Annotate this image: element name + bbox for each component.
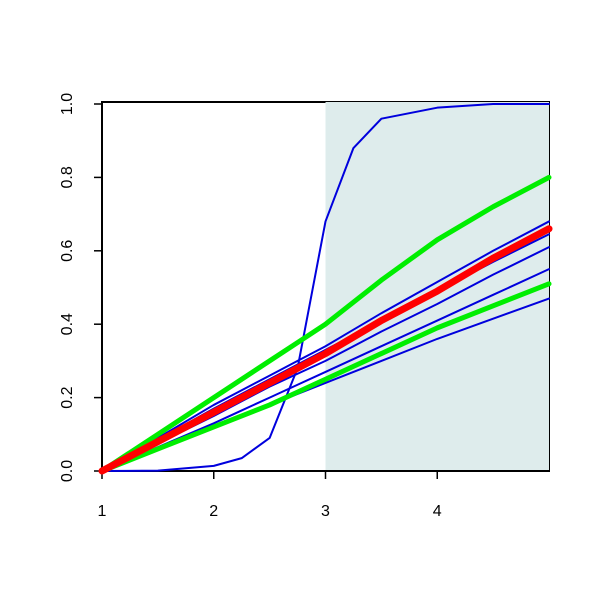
y-tick-label: 1.0 (59, 93, 76, 115)
x-tick-label: 3 (321, 503, 330, 520)
x-tick-label: 1 (98, 503, 107, 520)
x-tick-label: 4 (433, 503, 442, 520)
highlight-region (325, 102, 549, 471)
y-tick-label: 0.0 (59, 460, 76, 482)
series-line (101, 220, 550, 472)
y-tick-label: 0.4 (59, 313, 76, 335)
series-line (99, 281, 552, 474)
series-line (101, 103, 550, 472)
x-tick-label: 2 (209, 503, 218, 520)
y-tick-label: 0.6 (59, 240, 76, 262)
series-line (101, 268, 550, 472)
y-tick-label: 0.2 (59, 386, 76, 408)
series-line (98, 225, 553, 475)
y-tick-label: 0.8 (59, 166, 76, 188)
series-line (99, 174, 552, 474)
